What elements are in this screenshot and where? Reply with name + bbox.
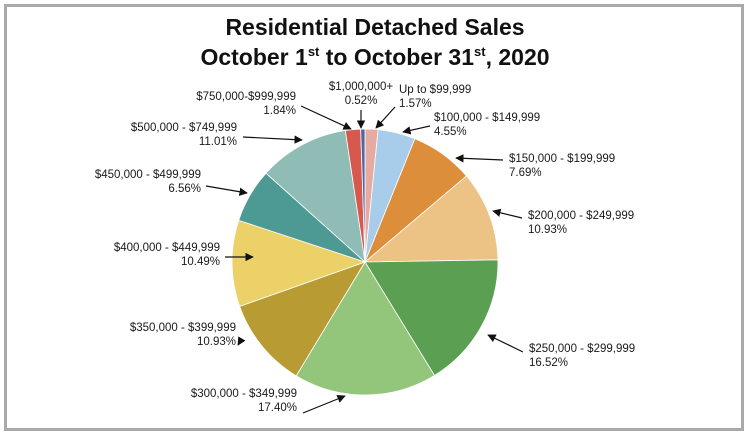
label-arrow [302, 394, 346, 414]
slice-percent-label: 10.93% [197, 336, 236, 348]
slice-range-label: $250,000 - $299,999 [529, 343, 635, 355]
title-part-3: , 2020 [485, 44, 550, 70]
slice-percent-label: 16.52% [529, 357, 568, 369]
slice-percent-label: 1.57% [399, 98, 432, 110]
label-arrow [300, 105, 352, 130]
label-arrow [487, 334, 524, 353]
title-part-2: to October 31 [319, 44, 475, 70]
slice-range-label: $200,000 - $249,999 [528, 210, 634, 222]
pie-slice [295, 261, 436, 396]
slice-range-label: $450,000 - $499,999 [95, 169, 201, 181]
slice-percent-label: 4.55% [434, 126, 467, 138]
pie-slice [239, 261, 366, 377]
slice-range-label: $400,000 - $449,999 [114, 242, 220, 254]
pie-slice [363, 175, 499, 263]
pie-slices [231, 128, 499, 396]
slice-percent-label: 11.01% [199, 136, 237, 148]
slice-percent-label: 6.56% [168, 183, 201, 195]
slice-range-label: $750,000-$999,999 [196, 91, 296, 103]
slice-percent-label: 7.69% [509, 167, 542, 179]
label-arrow [402, 125, 431, 135]
slice-percent-label: 10.93% [528, 224, 567, 236]
slice-range-label: $150,000 - $199,999 [509, 153, 615, 165]
slice-range-label: $500,000 - $749,999 [131, 122, 237, 134]
slice-range-label: $100,000 - $149,999 [434, 112, 540, 124]
pie-slice [231, 219, 367, 307]
title-part-1: October 1 [200, 44, 308, 70]
label-arrow [455, 154, 504, 163]
title-sup-1: st [307, 44, 320, 59]
pie-slice [265, 130, 366, 264]
label-arrow [205, 185, 248, 196]
chart-title-line1: Residential Detached Sales [225, 14, 525, 40]
title-sup-2: st [474, 44, 486, 59]
label-arrow [375, 106, 396, 129]
pie-slice [360, 128, 366, 263]
slice-range-label: $1,000,000+ [329, 81, 394, 93]
label-arrow [237, 336, 246, 346]
chart-title-line2: October 1st to October 31st, 2020 [0, 44, 750, 70]
slice-range-label: $350,000 - $399,999 [130, 322, 236, 334]
slice-labels: Up to $99,999 1.57%$100,000 - $149,999 4.5… [95, 81, 635, 414]
label-arrow [492, 208, 523, 219]
pie-slice [364, 259, 499, 376]
slice-range-label: Up to $99,999 [399, 84, 471, 96]
label-arrow [242, 135, 303, 144]
slice-percent-label: 10.49% [181, 256, 220, 268]
slice-percent-label: 1.84% [263, 105, 296, 117]
slice-range-label: $300,000 - $349,999 [191, 388, 297, 400]
slice-percent-label: 0.52% [345, 95, 378, 107]
slice-percent-label: 17.40% [258, 402, 297, 414]
label-arrows [205, 105, 524, 414]
